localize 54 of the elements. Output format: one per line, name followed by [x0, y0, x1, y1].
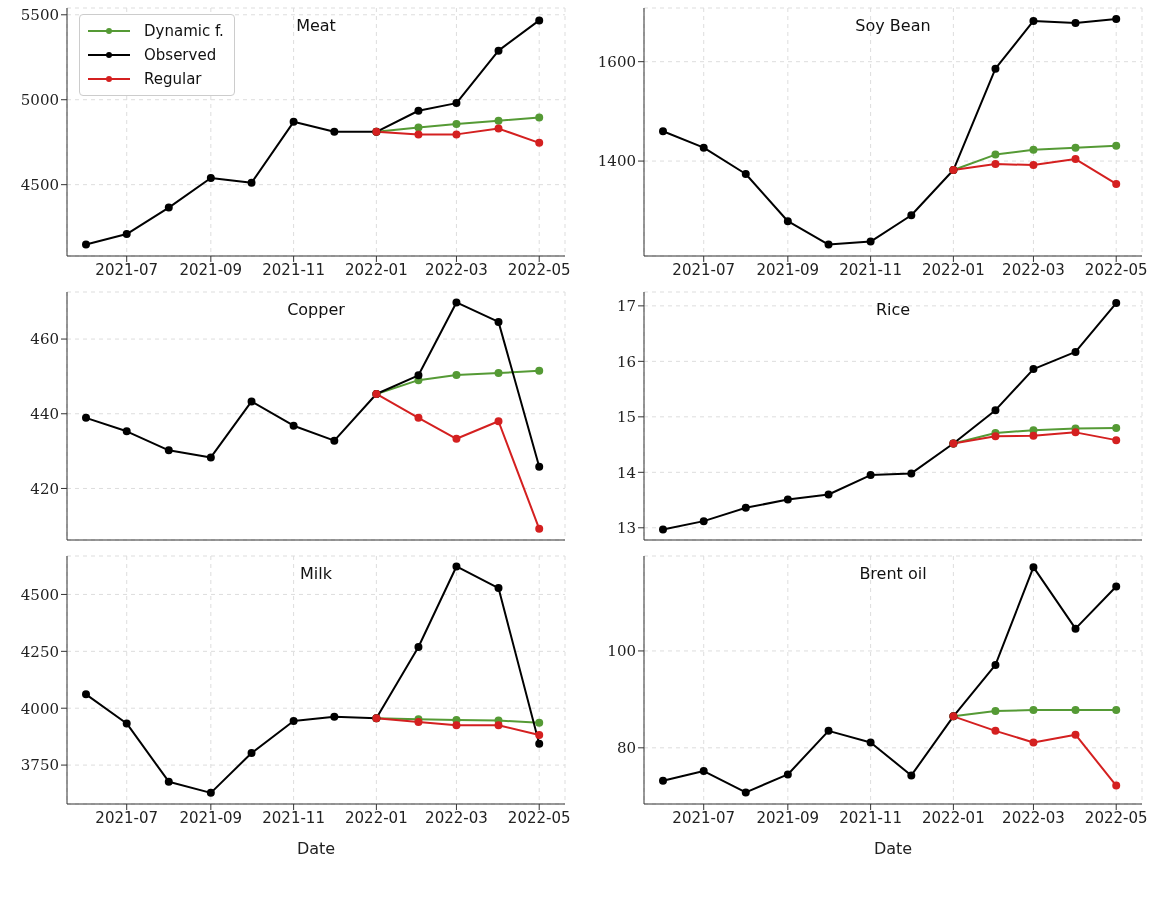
y-tick-label: 5000 [20, 91, 59, 110]
x-tick-label: 2021-07 [672, 808, 736, 827]
x-tick-label: 2022-03 [1002, 808, 1065, 827]
x-axis-title: Date [296, 839, 336, 858]
x-tick-label: 2021-11 [839, 260, 902, 279]
y-tick-label: 440 [30, 405, 59, 424]
x-tick-label: 2022-05 [1084, 808, 1148, 827]
x-tick-label: 2021-11 [262, 808, 325, 827]
y-tick-label: 80 [616, 739, 636, 758]
x-tick-label: 2022-03 [425, 260, 488, 279]
x-tick-label: 2021-09 [179, 808, 243, 827]
text: Rice [874, 300, 912, 319]
x-tick-label: 2022-05 [507, 808, 571, 827]
x-tick-label: 2022-05 [1084, 260, 1148, 279]
x-tick-label: 2022-05 [507, 260, 571, 279]
y-tick-label: 420 [30, 479, 59, 498]
legend-label: Observed [144, 46, 217, 64]
y-tick-label: 14 [616, 463, 636, 482]
y-tick-label: 16 [616, 352, 636, 371]
y-tick-label: 100 [607, 642, 636, 661]
text: Soy Bean [854, 16, 932, 35]
x-tick-label: 2022-03 [1002, 260, 1065, 279]
x-tick-label: 2021-11 [839, 808, 902, 827]
y-tick-label: 4250 [20, 642, 59, 661]
x-tick-label: 2021-07 [672, 260, 736, 279]
y-tick-label: 1600 [597, 53, 636, 71]
y-tick-label: 5500 [20, 6, 59, 25]
x-tick-label: 2021-07 [95, 260, 159, 279]
x-tick-label: 2021-07 [95, 808, 159, 827]
y-tick-label: 3750 [20, 756, 59, 775]
x-tick-label: 2021-09 [756, 260, 820, 279]
y-tick-label: 15 [616, 408, 636, 427]
legend-label: Dynamic f. [144, 22, 224, 40]
x-tick-label: 2021-09 [756, 808, 820, 827]
y-tick-label: 17 [616, 297, 636, 316]
x-tick-label: 2022-01 [345, 808, 408, 827]
legend-label: Regular [144, 70, 202, 88]
x-axis-title: Date [873, 839, 913, 858]
y-tick-label: 1400 [597, 152, 636, 171]
text: Milk [299, 564, 333, 583]
x-tick-label: 2021-09 [179, 260, 243, 279]
x-tick-label: 2022-03 [425, 808, 488, 827]
y-tick-label: 460 [30, 330, 59, 349]
x-tick-label: 2022-01 [922, 808, 985, 827]
y-tick-label: 4000 [20, 699, 59, 718]
x-tick-label: 2021-11 [262, 260, 325, 279]
y-tick-label: 13 [616, 519, 636, 538]
y-tick-label: 4500 [20, 585, 59, 604]
y-tick-label: 4500 [20, 175, 59, 194]
x-tick-label: 2022-01 [922, 260, 985, 279]
text: Brent oil [858, 564, 928, 583]
x-tick-label: 2022-01 [345, 260, 408, 279]
text: Meat [296, 16, 336, 35]
text: Copper [286, 300, 346, 319]
